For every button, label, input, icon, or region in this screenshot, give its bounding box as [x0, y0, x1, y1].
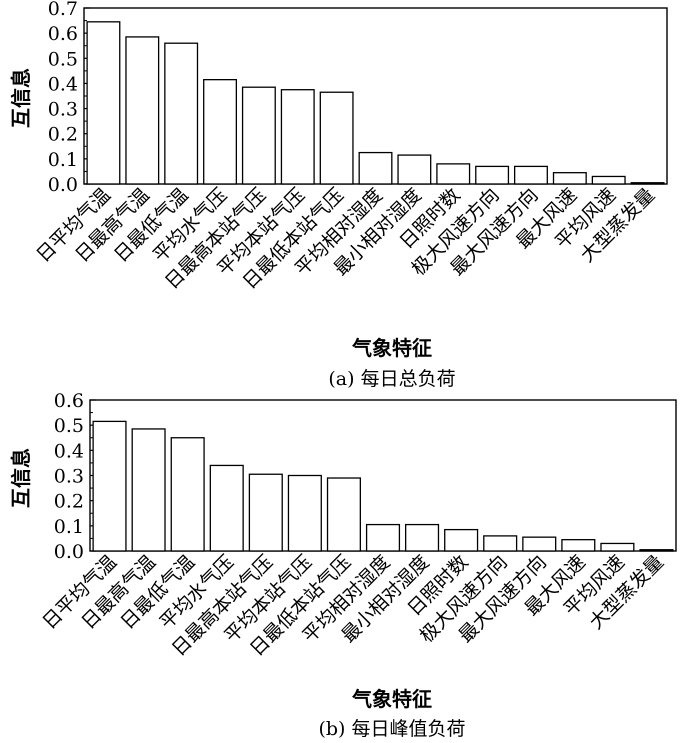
chart-b-bar — [483, 535, 518, 552]
chart-a: 0.00.10.20.30.40.50.60.7日平均气温日最高气温日最低气温平… — [9, 0, 668, 390]
chart-a-bar — [358, 151, 393, 185]
chart-a-ytick-label: 0.1 — [48, 149, 78, 171]
chart-a-bar — [164, 42, 199, 185]
chart-b-bar — [561, 539, 596, 552]
chart-b-bar — [326, 477, 361, 552]
chart-b-bar — [209, 464, 244, 552]
chart-a-ytick-label: 0.5 — [48, 48, 78, 70]
chart-b-x-axis-label: 气象特征 — [351, 687, 432, 711]
chart-a-caption: (a) 每日总负荷 — [328, 368, 455, 390]
chart-b-bar — [365, 523, 401, 552]
chart-a-bar — [125, 36, 160, 185]
chart-a-ytick-label: 0.4 — [48, 73, 78, 95]
chart-a-y-axis-label: 互信息 — [9, 68, 33, 128]
chart-a-ytick-label: 0.3 — [48, 99, 78, 121]
chart-a-bar — [397, 154, 432, 185]
chart-b-ytick-label: 0.0 — [54, 541, 84, 563]
chart-b-ytick-label: 0.1 — [54, 516, 84, 538]
chart-b-y-axis-label: 互信息 — [9, 448, 33, 508]
chart-b-bar — [600, 542, 635, 552]
chart-a-bar — [513, 165, 548, 185]
chart-b-bar — [170, 437, 205, 552]
chart-b-ytick-label: 0.4 — [54, 440, 84, 462]
chart-a-ytick-label: 0.6 — [48, 23, 78, 45]
chart-a-bar — [552, 172, 587, 185]
chart-b-bar — [444, 528, 479, 552]
chart-b-bar — [405, 523, 440, 552]
chart-b-caption: (b) 每日峰值负荷 — [318, 718, 465, 740]
chart-a-ytick-label: 0.7 — [48, 0, 78, 20]
chart-a-bar — [436, 163, 471, 185]
chart-b-ytick-label: 0.5 — [54, 415, 84, 437]
chart-a-bar — [630, 182, 665, 185]
chart-b-bar — [92, 420, 127, 552]
chart-b-bar — [248, 473, 283, 552]
chart-a-bar — [475, 165, 510, 185]
chart-a-ytick-label: 0.2 — [48, 124, 78, 146]
chart-b-ytick-label: 0.2 — [54, 491, 84, 513]
chart-b-ytick-label: 0.3 — [54, 466, 84, 488]
chart-b-bar — [639, 549, 674, 552]
chart-b-bar — [131, 428, 166, 552]
chart-a-bar — [280, 89, 315, 185]
chart-b-bar — [287, 474, 322, 552]
chart-a-bar — [86, 21, 121, 185]
chart-b-ytick-label: 0.6 — [54, 390, 84, 412]
chart-b-bar — [522, 536, 557, 552]
chart-a-bar — [319, 91, 354, 185]
chart-a-x-axis-label: 气象特征 — [351, 336, 432, 360]
chart-a-bar — [203, 79, 238, 185]
chart-a-bar — [241, 86, 276, 185]
chart-a-bar — [591, 175, 626, 185]
chart-a-ytick-label: 0.0 — [48, 174, 78, 196]
chart-b: 0.00.10.20.30.40.50.6日平均气温日最高气温日最低气温平均水气… — [9, 390, 677, 740]
